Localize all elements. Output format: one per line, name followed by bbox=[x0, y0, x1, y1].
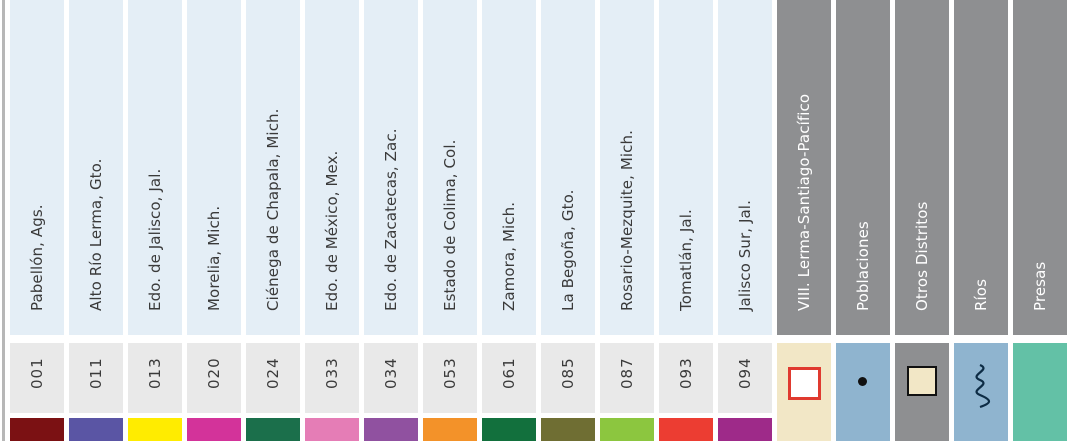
district-color-swatch bbox=[659, 418, 713, 441]
district-entry: Pabellón, Ags. 001 bbox=[10, 0, 64, 441]
layer-name: Ríos bbox=[972, 279, 990, 311]
district-entry: Zamora, Mich. 061 bbox=[482, 0, 536, 441]
layer-entry: Otros Distritos bbox=[895, 0, 949, 441]
district-entry: Ciénega de Chapala, Mich. 024 bbox=[246, 0, 300, 441]
town-dot-icon bbox=[858, 377, 867, 386]
district-color-swatch bbox=[482, 418, 536, 441]
district-name: Zamora, Mich. bbox=[500, 201, 518, 311]
district-entry: Edo. de Zacatecas, Zac. 034 bbox=[364, 0, 418, 441]
district-name: Tomatlán, Jal. bbox=[677, 209, 695, 311]
district-color-swatch bbox=[541, 418, 595, 441]
district-name: Jalisco Sur, Jal. bbox=[736, 200, 754, 311]
layer-name: Otros Distritos bbox=[913, 201, 931, 311]
legend-edge bbox=[0, 0, 7, 441]
district-color-swatch bbox=[246, 418, 300, 441]
district-entry: Edo. de Jalisco, Jal. 013 bbox=[128, 0, 182, 441]
layer-name: Presas bbox=[1031, 261, 1049, 311]
district-color-swatch bbox=[423, 418, 477, 441]
district-code: 061 bbox=[500, 357, 518, 389]
district-name: Rosario-Mezquite, Mich. bbox=[618, 130, 636, 311]
district-color-swatch bbox=[600, 418, 654, 441]
district-name: Edo. de Zacatecas, Zac. bbox=[382, 128, 400, 311]
district-name: Estado de Colima, Col. bbox=[441, 139, 459, 311]
district-name: Edo. de México, Mex. bbox=[323, 150, 341, 311]
district-code: 013 bbox=[146, 357, 164, 389]
district-code: 087 bbox=[618, 357, 636, 389]
layer-name: VIII. Lerma-Santiago-Pacífico bbox=[795, 93, 813, 311]
district-name: Morelia, Mich. bbox=[205, 205, 223, 311]
district-color-swatch bbox=[305, 418, 359, 441]
district-color-swatch bbox=[718, 418, 772, 441]
district-entry: Morelia, Mich. 020 bbox=[187, 0, 241, 441]
layer-entry: Poblaciones bbox=[836, 0, 890, 441]
layer-entry: VIII. Lerma-Santiago-Pacífico bbox=[777, 0, 831, 441]
district-code: 085 bbox=[559, 357, 577, 389]
district-code: 034 bbox=[382, 357, 400, 389]
layer-symbol bbox=[777, 343, 831, 441]
district-color-swatch bbox=[10, 418, 64, 441]
district-code: 094 bbox=[736, 357, 754, 389]
district-code: 001 bbox=[28, 357, 46, 389]
district-name: Ciénega de Chapala, Mich. bbox=[264, 108, 282, 311]
district-entry: Jalisco Sur, Jal. 094 bbox=[718, 0, 772, 441]
layer-symbol bbox=[836, 343, 890, 441]
district-entry: Alto Río Lerma, Gto. 011 bbox=[69, 0, 123, 441]
layer-name: Poblaciones bbox=[854, 221, 872, 311]
district-entry: Rosario-Mezquite, Mich. 087 bbox=[600, 0, 654, 441]
district-entry: Edo. de México, Mex. 033 bbox=[305, 0, 359, 441]
district-name: Alto Río Lerma, Gto. bbox=[87, 158, 105, 311]
district-color-swatch bbox=[69, 418, 123, 441]
district-entry: Estado de Colima, Col. 053 bbox=[423, 0, 477, 441]
district-code: 033 bbox=[323, 357, 341, 389]
layer-symbol bbox=[954, 343, 1008, 441]
district-color-swatch bbox=[187, 418, 241, 441]
district-code: 011 bbox=[87, 357, 105, 389]
district-code: 093 bbox=[677, 357, 695, 389]
district-entry: Tomatlán, Jal. 093 bbox=[659, 0, 713, 441]
region-outline-icon bbox=[788, 367, 821, 400]
layer-entry: Presas bbox=[1013, 0, 1067, 441]
layer-symbol bbox=[895, 343, 949, 441]
district-code: 053 bbox=[441, 357, 459, 389]
river-wave-icon bbox=[975, 363, 991, 409]
district-code: 020 bbox=[205, 357, 223, 389]
district-name: Edo. de Jalisco, Jal. bbox=[146, 168, 164, 311]
layer-entry: Ríos bbox=[954, 0, 1008, 441]
district-entry: La Begoña, Gto. 085 bbox=[541, 0, 595, 441]
district-code: 024 bbox=[264, 357, 282, 389]
district-square-icon bbox=[907, 366, 937, 396]
dam-fill-icon bbox=[1013, 343, 1067, 441]
district-name: Pabellón, Ags. bbox=[28, 204, 46, 311]
district-color-swatch bbox=[364, 418, 418, 441]
district-name: La Begoña, Gto. bbox=[559, 189, 577, 311]
district-color-swatch bbox=[128, 418, 182, 441]
